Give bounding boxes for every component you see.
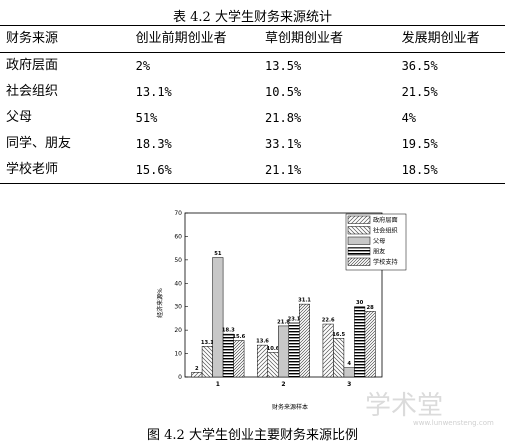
table-cell: 2% [135, 59, 151, 73]
data-label: 31.1 [298, 298, 311, 304]
data-label: 4 [347, 361, 351, 367]
table-cell: 36.5% [401, 59, 438, 73]
table-cell: 社会组织 [6, 84, 59, 99]
y-tick-label: 10 [174, 351, 182, 358]
x-tick-label: 2 [281, 381, 285, 388]
table-header-cell: 创业前期创业者 [135, 31, 227, 46]
legend-label: 学校支持 [373, 258, 398, 266]
legend-swatch [347, 215, 371, 224]
svg-text:www.lunwensteng.com: www.lunwensteng.com [413, 419, 494, 427]
data-label: 28 [367, 305, 375, 311]
table-row: 学校老师 15.6% 21.1% 18.5% [0, 157, 505, 184]
table-cell: 政府层面 [6, 58, 59, 73]
table-header-cell: 财务来源 [6, 31, 59, 46]
table-row: 政府层面 2% 13.5% 36.5% [0, 53, 505, 80]
data-label: 18.3 [222, 328, 235, 334]
table-caption: 表 4.2 大学生财务来源统计 [173, 10, 332, 25]
table-cell: 父母 [6, 110, 33, 125]
legend-swatch [347, 226, 371, 235]
table-cell: 13.1% [135, 85, 172, 99]
svg-text:学术堂: 学术堂 [365, 391, 443, 421]
table-header-cell: 发展期创业者 [401, 31, 480, 46]
legend-label: 朋友 [373, 248, 385, 256]
bar [343, 367, 355, 378]
table-cell: 15.6% [135, 163, 172, 177]
legend-label: 社会组织 [373, 227, 398, 235]
table-row: 同学、朋友 18.3% 33.1% 19.5% [0, 131, 505, 157]
x-tick-label: 3 [347, 381, 351, 388]
watermark-logo: 学术堂 www.lunwensteng.com [365, 391, 494, 427]
bar [233, 340, 245, 378]
y-tick-label: 30 [174, 304, 182, 311]
x-tick-label: 1 [216, 381, 220, 388]
table-cell: 18.3% [135, 137, 172, 151]
table-cell: 10.5% [265, 85, 302, 99]
table-cell: 21.8% [265, 111, 302, 125]
y-tick-label: 40 [174, 280, 182, 287]
y-tick-label: 50 [174, 257, 182, 264]
bar [201, 346, 213, 378]
legend-swatch [347, 257, 371, 266]
table-cell: 4% [401, 111, 417, 125]
bar [267, 352, 279, 378]
data-label: 2 [195, 366, 199, 372]
y-tick-label: 0 [178, 374, 182, 381]
bar [354, 306, 366, 378]
bar [288, 322, 300, 378]
y-tick-label: 20 [174, 327, 182, 334]
data-label: 13.6 [256, 339, 269, 345]
table-cell: 21.1% [265, 163, 302, 177]
data-label: 15.6 [232, 334, 245, 340]
table-cell: 13.5% [265, 59, 302, 73]
table-cell: 51% [135, 111, 158, 125]
table-row: 社会组织 13.1% 10.5% 21.5% [0, 79, 505, 105]
data-label: 10.6 [267, 346, 280, 352]
chart-bars: 2 13.1 51 18.315.6 13.610.6 21.823.1 31.1 22.6 1… [191, 251, 376, 378]
table-cell: 同学、朋友 [6, 136, 72, 151]
data-label: 51 [214, 251, 222, 257]
bar [191, 372, 203, 378]
table-cell: 33.1% [265, 137, 302, 151]
bar [278, 325, 289, 378]
data-label: 16.5 [332, 332, 345, 338]
bar [212, 257, 224, 378]
y-tick-label: 70 [174, 210, 182, 217]
data-label: 13.1 [201, 340, 214, 346]
x-axis-label: 财务来源样本 [272, 403, 308, 411]
data-label: 30 [356, 300, 364, 306]
legend-swatch [347, 247, 371, 256]
funding-table: 财务来源 创业前期创业者 草创期创业者 发展期创业者 政府层面 2% 13.5%… [0, 25, 505, 184]
table-cell: 19.5% [401, 137, 438, 151]
legend-label: 政府层面 [373, 216, 398, 224]
table-header-row: 财务来源 创业前期创业者 草创期创业者 发展期创业者 [0, 25, 505, 53]
table-cell: 学校老师 [6, 162, 59, 177]
table-cell: 18.5% [401, 163, 438, 177]
figure-caption: 图 4.2 大学生创业主要财务来源比例 [147, 428, 358, 443]
bar [299, 303, 310, 378]
bar-chart: 0 10 20 30 40 50 60 70 1 2 3 2 13.1 51 18.315.6 13.610… [156, 210, 407, 411]
bar [333, 338, 345, 378]
table-header-cell: 草创期创业者 [265, 31, 344, 46]
bar [364, 311, 376, 378]
bar [222, 333, 234, 378]
table-cell: 21.5% [401, 85, 438, 99]
data-label: 23.1 [288, 316, 301, 322]
y-tick-label: 60 [174, 233, 182, 240]
legend-swatch [347, 236, 371, 245]
data-label: 21.8 [277, 319, 290, 325]
data-label: 22.6 [322, 318, 335, 324]
table-row: 父母 51% 21.8% 4% [0, 105, 505, 131]
y-axis-label: 经济来源% [156, 288, 164, 318]
legend-label: 父母 [373, 238, 385, 245]
